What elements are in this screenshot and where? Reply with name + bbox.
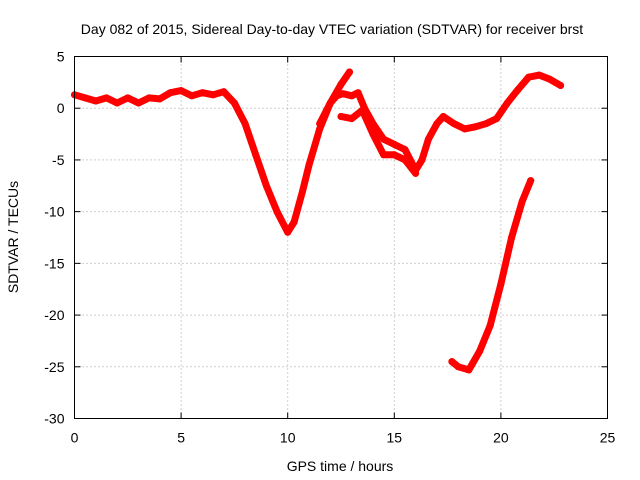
- series-layer: [71, 68, 565, 374]
- data-point: [535, 71, 543, 79]
- data-point: [401, 156, 409, 164]
- data-point: [177, 87, 185, 95]
- data-point: [390, 140, 398, 148]
- data-point: [326, 99, 334, 107]
- data-point: [188, 92, 196, 100]
- data-point: [337, 113, 345, 120]
- grid: [74, 56, 608, 419]
- y-axis-label: SDTVAR / TECUs: [5, 181, 21, 293]
- data-point: [135, 99, 142, 107]
- data-point: [299, 187, 307, 195]
- data-point: [81, 94, 89, 102]
- data-point: [557, 82, 565, 89]
- data-point: [316, 120, 324, 128]
- plot-frame: [74, 56, 608, 419]
- data-point: [209, 91, 217, 99]
- x-tick-label: 15: [387, 430, 403, 446]
- data-point: [439, 113, 447, 120]
- data-point: [476, 347, 484, 355]
- data-point: [412, 169, 420, 177]
- data-point: [198, 89, 206, 97]
- data-point: [220, 88, 228, 96]
- data-point: [514, 86, 522, 94]
- data-point: [380, 151, 388, 159]
- x-tick-label: 5: [177, 430, 185, 446]
- data-point: [525, 73, 533, 81]
- data-point: [482, 120, 490, 128]
- x-tick-label: 20: [493, 430, 509, 446]
- data-point: [454, 363, 462, 371]
- data-point: [92, 97, 100, 105]
- data-point: [337, 80, 345, 88]
- data-point: [103, 94, 110, 102]
- y-tick-label: -25: [44, 359, 64, 375]
- data-point: [346, 68, 353, 76]
- data-point: [113, 99, 121, 107]
- data-point: [486, 321, 494, 329]
- data-point: [262, 182, 270, 190]
- data-point: [390, 151, 398, 159]
- x-tick-label: 25: [600, 430, 616, 446]
- data-point: [290, 218, 298, 226]
- data-point: [527, 177, 535, 185]
- x-axis-label: GPS time / hours: [287, 458, 394, 474]
- data-point: [284, 228, 292, 236]
- data-point: [230, 99, 238, 107]
- series-line: [448, 177, 535, 374]
- data-point: [273, 208, 281, 216]
- data-point: [461, 125, 469, 133]
- y-tick-label: -20: [44, 307, 64, 323]
- data-point: [348, 92, 356, 100]
- data-point: [450, 120, 458, 128]
- y-tick-label: 0: [57, 100, 65, 116]
- data-point: [503, 99, 511, 107]
- data-point: [358, 106, 366, 114]
- data-point: [508, 234, 516, 241]
- data-point: [354, 89, 362, 97]
- data-point: [471, 123, 479, 131]
- data-point: [424, 135, 432, 143]
- data-point: [348, 115, 356, 123]
- data-point: [465, 366, 473, 374]
- data-point: [418, 156, 426, 164]
- tick-labels: 0 5 10 15 20 25 5 0 -5 -10 -15 -20 -25 -30: [44, 49, 615, 446]
- data-point: [156, 95, 164, 103]
- data-point: [241, 120, 249, 128]
- x-tick-label: 10: [280, 430, 296, 446]
- y-tick-label: -15: [44, 255, 64, 271]
- y-tick-label: -5: [52, 152, 65, 168]
- data-point: [546, 75, 554, 83]
- data-point: [316, 125, 324, 133]
- y-tick-label: 5: [57, 49, 65, 65]
- data-point: [124, 94, 132, 102]
- x-tick-label: 0: [71, 430, 79, 446]
- data-point: [145, 94, 153, 102]
- data-point: [369, 130, 377, 138]
- data-point: [518, 197, 526, 205]
- y-tick-label: -10: [44, 204, 64, 220]
- data-point: [305, 161, 313, 169]
- data-point: [493, 115, 501, 123]
- data-point: [252, 151, 260, 159]
- data-point: [339, 90, 347, 98]
- data-point: [433, 120, 441, 128]
- data-point: [448, 358, 456, 366]
- chart-title: Day 082 of 2015, Sidereal Day-to-day VTE…: [81, 21, 583, 37]
- data-point: [380, 135, 388, 143]
- series-line: [316, 68, 353, 128]
- data-point: [401, 146, 409, 154]
- data-point: [166, 89, 174, 97]
- data-point: [497, 280, 505, 288]
- y-tick-label: -30: [44, 411, 64, 427]
